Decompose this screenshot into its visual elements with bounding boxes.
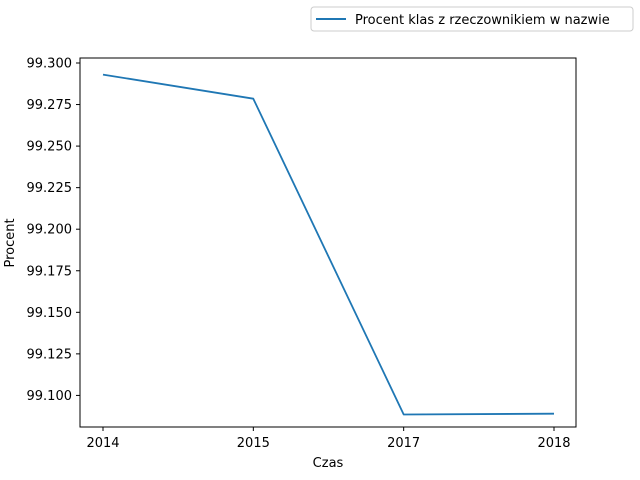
y-axis-ticks: 99.100 99.125 99.150 99.175 99.200 99.225 99.2… <box>27 56 80 404</box>
legend-label: Procent klas z rzeczownikiem w nazwie <box>355 13 610 28</box>
plot-area-frame <box>79 57 577 428</box>
legend-box <box>310 6 634 32</box>
legend: Procent klas z rzeczownikiem w nazwie <box>310 6 634 32</box>
x-tick-label: 2017 <box>387 436 420 451</box>
y-tick-label: 99.275 <box>27 98 73 113</box>
y-tick-label: 99.150 <box>27 306 73 321</box>
y-tick-label: 99.300 <box>27 56 73 71</box>
y-tick-label: 99.250 <box>27 140 73 155</box>
x-tick-label: 2014 <box>86 436 119 451</box>
x-axis-ticks: 2014 2015 2017 2018 <box>86 427 571 451</box>
series-layer <box>102 73 555 416</box>
y-tick-label: 99.100 <box>27 389 73 404</box>
x-tick-label: 2018 <box>537 436 570 451</box>
series-line <box>102 73 555 416</box>
y-tick-label: 99.175 <box>27 264 73 279</box>
y-tick-label: 99.200 <box>27 223 73 238</box>
y-axis-label: Procent <box>3 218 18 267</box>
y-tick-label: 99.225 <box>27 181 73 196</box>
y-tick-label: 99.125 <box>27 347 73 362</box>
x-tick-label: 2015 <box>237 436 270 451</box>
x-axis-label: Czas <box>313 456 344 471</box>
